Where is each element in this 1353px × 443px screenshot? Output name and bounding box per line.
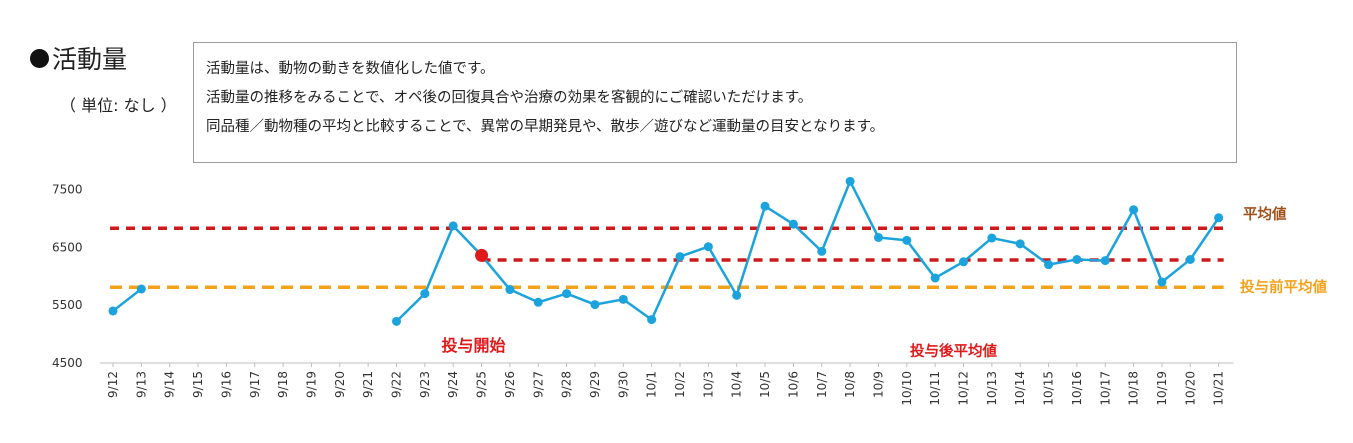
data-point	[1100, 256, 1110, 266]
x-tick-label: 9/30	[616, 371, 630, 398]
data-point	[590, 300, 600, 310]
x-tick-label: 9/20	[333, 371, 347, 398]
data-point	[959, 257, 968, 267]
data-point	[533, 297, 543, 307]
x-tick-label: 9/26	[503, 371, 517, 398]
data-point	[136, 284, 146, 294]
data-point	[873, 232, 883, 242]
data-point	[448, 221, 458, 231]
data-point	[760, 201, 770, 211]
x-tick-label: 9/14	[163, 371, 177, 398]
series-line	[112, 287, 143, 312]
description-line-3: 同品種／動物種の平均と比較することで、異常の早期発見や、散歩／遊びなど運動量の目…	[206, 119, 885, 135]
data-point	[1214, 213, 1224, 223]
data-point	[108, 306, 118, 316]
x-tick-label: 10/19	[1155, 371, 1169, 406]
x-tick-label: 10/6	[786, 371, 800, 398]
x-tick-label: 10/20	[1183, 371, 1197, 406]
x-tick-label: 9/25	[475, 371, 489, 398]
description-line-1: 活動量は、動物の動きを数値化した値です。	[206, 61, 495, 77]
data-point	[1015, 239, 1025, 249]
x-tick-label: 10/16	[1070, 371, 1084, 406]
x-tick-label: 9/19	[304, 371, 318, 398]
x-tick-label: 10/9	[871, 371, 885, 398]
y-tick-label: 6500	[52, 240, 83, 254]
x-tick-label: 9/24	[446, 371, 460, 398]
data-point	[392, 316, 401, 326]
x-tick-label: 10/15	[1042, 371, 1056, 406]
y-tick-label: 7500	[52, 182, 83, 196]
x-tick-label: 10/11	[928, 371, 942, 406]
x-tick-label: 10/12	[957, 371, 971, 406]
y-tick-label: 4500	[52, 356, 83, 370]
data-point	[987, 233, 997, 243]
data-point	[562, 289, 572, 299]
x-tick-label: 10/8	[843, 371, 857, 398]
data-point	[703, 242, 713, 252]
data-point	[1072, 254, 1082, 264]
data-point	[420, 289, 430, 299]
dosing-start-marker	[475, 248, 489, 262]
pre-average-label: 投与前平均値	[1240, 278, 1327, 296]
data-point	[1044, 260, 1054, 270]
bullet-icon	[30, 48, 49, 68]
x-tick-label: 10/18	[1127, 371, 1141, 406]
data-point	[675, 252, 685, 262]
x-tick-label: 10/3	[701, 371, 715, 398]
x-tick-label: 9/17	[248, 371, 262, 398]
average-label: 平均値	[1243, 205, 1287, 223]
x-tick-label: 10/2	[673, 371, 687, 398]
x-tick-label: 9/13	[134, 371, 148, 398]
data-point	[1185, 254, 1195, 264]
x-tick-label: 10/4	[730, 371, 744, 398]
data-point	[505, 285, 515, 295]
x-tick-label: 10/5	[758, 371, 772, 398]
x-tick-label: 9/28	[560, 371, 574, 398]
x-tick-label: 10/21	[1212, 371, 1226, 406]
x-tick-label: 9/15	[191, 371, 205, 398]
unit-label: （ 単位: なし ）	[60, 96, 177, 115]
description-line-2: 活動量の推移をみることで、オペ後の回復具合や治療の効果を客観的にご確認いただけま…	[206, 90, 813, 106]
x-tick-label: 9/23	[418, 371, 432, 398]
x-tick-label: 10/17	[1098, 371, 1112, 406]
data-point	[1129, 205, 1139, 215]
chart-title-text: 活動量	[52, 45, 128, 74]
series-line	[395, 180, 1220, 323]
data-point	[1157, 277, 1167, 287]
data-point	[788, 219, 798, 229]
x-tick-label: 10/10	[900, 371, 914, 406]
dosing-start-label: 投与開始	[442, 336, 506, 355]
x-tick-label: 9/22	[390, 371, 404, 398]
description-box: 活動量は、動物の動きを数値化した値です。 活動量の推移をみることで、オペ後の回復…	[193, 42, 1237, 163]
data-point	[817, 246, 827, 256]
x-tick-label: 9/27	[531, 371, 545, 398]
x-tick-label: 10/1	[645, 371, 659, 398]
data-point	[845, 176, 855, 186]
x-tick-label: 10/7	[815, 371, 829, 398]
data-point	[647, 315, 657, 325]
x-tick-label: 9/21	[361, 371, 375, 398]
x-tick-label: 10/14	[1013, 371, 1027, 406]
x-tick-label: 9/29	[588, 371, 602, 398]
data-point	[732, 290, 742, 300]
data-point	[618, 294, 628, 304]
x-tick-label: 9/18	[276, 371, 290, 398]
data-point	[902, 235, 912, 245]
post-average-label: 投与後平均値	[910, 342, 997, 360]
x-tick-label: 9/16	[219, 371, 233, 398]
data-point	[930, 273, 940, 283]
x-tick-label: 10/13	[985, 371, 999, 406]
chart-title: 活動量	[30, 40, 127, 76]
x-tick-label: 9/12	[106, 371, 120, 398]
y-tick-label: 5500	[52, 298, 83, 312]
